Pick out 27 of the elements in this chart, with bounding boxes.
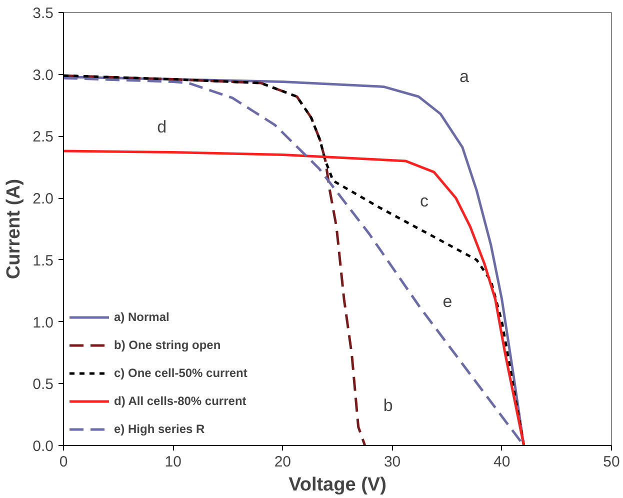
y-tick-label: 1.5 [32,252,54,270]
annotation: a [460,66,470,86]
legend-label: d) All cells-80% current [114,394,246,408]
legend-label: b) One string open [114,338,221,352]
x-tick-label: 20 [274,454,292,470]
x-axis-title: Voltage (V) [288,474,386,496]
legend-label: e) High series R [114,422,205,436]
legend-label: a) Normal [114,310,170,324]
annotation: c [420,192,430,211]
annotation: e [442,292,452,311]
y-tick-label: 0.5 [32,376,54,394]
x-tick-label: 50 [603,454,620,470]
y-tick-label: 0.0 [32,438,54,455]
y-tick-label: 2.0 [32,190,54,208]
y-axis-title: Current (A) [4,178,25,280]
x-tick-label: 40 [494,454,510,470]
y-tick-label: 3.0 [32,66,54,84]
x-tick-label: 0 [59,454,68,470]
line-series [64,150,526,446]
annotation: d [157,117,167,136]
x-tick-label: 10 [164,454,182,470]
annotation: b [383,396,393,415]
x-tick-label: 30 [384,454,401,470]
y-tick-label: 1.0 [32,314,54,332]
legend-label: c) One cell-50% current [114,366,248,380]
y-tick-label: 2.5 [32,128,54,146]
y-tick-label: 3.5 [32,5,54,22]
